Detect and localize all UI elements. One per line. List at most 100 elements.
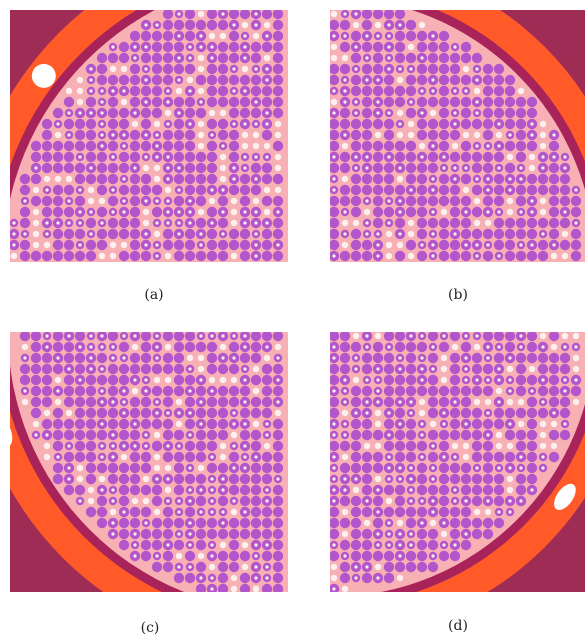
- pin-center: [155, 155, 159, 159]
- pin-center: [221, 144, 225, 148]
- fuel-pin: [515, 96, 527, 108]
- fuel-pin: [184, 173, 196, 185]
- pin-center: [387, 532, 391, 536]
- pin-center: [453, 488, 457, 492]
- pin-center: [332, 89, 336, 93]
- pin-center: [398, 67, 402, 71]
- fuel-pin: [162, 10, 174, 20]
- fuel-pin: [394, 96, 406, 108]
- fuel-pin: [405, 385, 417, 397]
- guide-tube: [341, 530, 349, 538]
- pin-center: [508, 133, 512, 137]
- fuel-pin: [74, 429, 86, 441]
- guide-tube: [274, 409, 282, 417]
- guide-tube: [451, 142, 459, 150]
- fuel-pin: [330, 332, 340, 342]
- fuel-pin: [30, 140, 42, 152]
- fuel-pin: [471, 407, 483, 419]
- fuel-pin: [339, 539, 351, 551]
- fuel-pin: [140, 250, 152, 262]
- caption-c: (c): [140, 620, 160, 636]
- fuel-pin: [438, 239, 450, 251]
- guide-tube: [131, 343, 139, 351]
- fuel-pin: [151, 41, 163, 53]
- pin-center: [100, 455, 104, 459]
- fuel-pin: [405, 107, 417, 119]
- guide-tube: [197, 552, 205, 560]
- fuel-pin: [493, 85, 505, 97]
- pin-center: [243, 422, 247, 426]
- guide-tube: [76, 76, 84, 84]
- pin-center: [188, 521, 192, 525]
- pin-center: [431, 89, 435, 93]
- fuel-pin: [272, 363, 284, 375]
- pin-center: [89, 345, 93, 349]
- fuel-pin: [482, 462, 494, 474]
- pin-center: [155, 356, 159, 360]
- fuel-pin: [427, 396, 439, 408]
- fuel-pin: [85, 374, 97, 386]
- fuel-pin: [383, 206, 395, 218]
- guide-tube: [374, 131, 382, 139]
- fuel-pin: [361, 473, 373, 485]
- fuel-pin: [85, 396, 97, 408]
- pin-center: [78, 188, 82, 192]
- pin-center: [332, 466, 336, 470]
- fuel-pin: [173, 239, 185, 251]
- fuel-pin: [85, 385, 97, 397]
- pin-center: [409, 334, 413, 338]
- guide-tube: [252, 32, 260, 40]
- fuel-pin: [239, 173, 251, 185]
- pin-center: [199, 422, 203, 426]
- pin-center: [133, 543, 137, 547]
- pin-center: [475, 100, 479, 104]
- fuel-pin: [460, 195, 472, 207]
- fuel-pin: [195, 341, 207, 353]
- fuel-pin: [493, 239, 505, 251]
- guide-tube: [76, 87, 84, 95]
- fuel-pin: [140, 550, 152, 562]
- pin-center: [111, 499, 115, 503]
- pin-center: [56, 221, 60, 225]
- pin-center: [188, 389, 192, 393]
- pin-center: [420, 356, 424, 360]
- fuel-pin: [350, 528, 362, 540]
- fuel-pin: [96, 173, 108, 185]
- fuel-pin: [383, 184, 395, 196]
- pin-center: [376, 576, 380, 580]
- fuel-pin: [330, 517, 340, 529]
- pin-center: [343, 232, 347, 236]
- fuel-pin: [361, 550, 373, 562]
- fuel-pin: [515, 217, 527, 229]
- pin-center: [232, 122, 236, 126]
- fuel-pin: [30, 151, 42, 163]
- fuel-pin: [482, 195, 494, 207]
- fuel-pin: [515, 228, 527, 240]
- pin-center: [475, 334, 479, 338]
- fuel-pin: [339, 440, 351, 452]
- pin-center: [177, 444, 181, 448]
- fuel-pin: [471, 495, 483, 507]
- fuel-pin: [405, 440, 417, 452]
- pin-center: [332, 477, 336, 481]
- fuel-pin: [394, 250, 406, 262]
- pin-center: [508, 177, 512, 181]
- fuel-pin: [129, 173, 141, 185]
- fuel-pin: [228, 30, 240, 42]
- fuel-pin: [63, 374, 75, 386]
- fuel-pin: [405, 352, 417, 364]
- pin-center: [210, 488, 214, 492]
- fuel-pin: [383, 396, 395, 408]
- pin-center: [111, 210, 115, 214]
- pin-center: [166, 100, 170, 104]
- pin-center: [254, 565, 258, 569]
- guide-tube: [87, 486, 95, 494]
- fuel-pin: [173, 129, 185, 141]
- fuel-pin: [41, 206, 53, 218]
- fuel-pin: [118, 462, 130, 474]
- pin-center: [210, 221, 214, 225]
- fuel-pin: [449, 63, 461, 75]
- fuel-pin: [383, 332, 395, 342]
- pin-center: [343, 389, 347, 393]
- guide-tube: [374, 442, 382, 450]
